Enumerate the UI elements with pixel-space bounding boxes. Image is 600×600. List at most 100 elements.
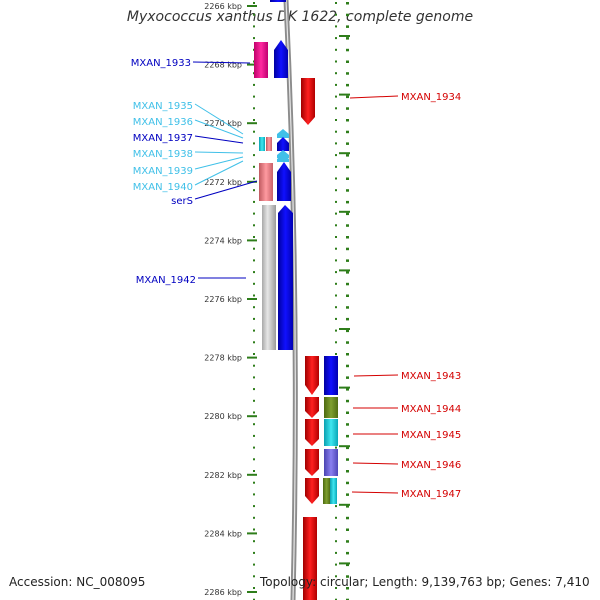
track-dot <box>335 25 337 28</box>
track-dot <box>346 282 349 286</box>
track-dot <box>346 48 349 52</box>
ruler: 2266 kbp 2268 kbp 2270 kbp 2272 kbp 2274 kbp… <box>204 2 257 597</box>
track-dot <box>253 470 255 472</box>
gene-mxan-1947-arrow[interactable] <box>305 478 319 504</box>
gene-label-left[interactable]: serS <box>171 196 193 207</box>
track-dot <box>346 165 349 169</box>
track-dot <box>335 154 337 157</box>
gene-mxan-1933-arrow[interactable] <box>274 40 288 78</box>
ruler-tick-label: 2274 kbp <box>204 236 242 245</box>
gene-mxan-1946-arrow[interactable] <box>305 449 319 476</box>
track-dot <box>346 364 349 368</box>
gene-mxan-1933-feature[interactable] <box>254 42 268 78</box>
track-dot <box>253 83 255 86</box>
track-dot <box>346 271 349 274</box>
gene-label-left[interactable]: MXAN_1939 <box>133 166 193 177</box>
track-dot <box>335 107 337 110</box>
track-dot <box>346 189 349 192</box>
track-dot <box>346 306 349 309</box>
gene-label-left[interactable]: MXAN_1938 <box>133 149 193 160</box>
track-dot <box>253 399 255 402</box>
gene-label-left[interactable]: MXAN_1936 <box>133 117 193 128</box>
track-dot <box>346 107 349 110</box>
gene-label-left[interactable]: MXAN_1933 <box>131 58 191 69</box>
track-dot <box>346 376 349 379</box>
gene-mxan-1946-feature[interactable] <box>324 449 338 476</box>
track-dot <box>346 142 349 145</box>
gene-label-left[interactable]: MXAN_1942 <box>136 275 196 286</box>
track-dot <box>253 353 255 355</box>
track-dot <box>346 551 349 555</box>
gene-mxan-1942-feature[interactable] <box>262 205 276 350</box>
track-dot <box>346 95 349 99</box>
track-dot <box>335 528 337 531</box>
gene-bottom-partial[interactable] <box>303 517 317 600</box>
ruler-tick-label: 2270 kbp <box>204 119 242 128</box>
track-dot <box>253 575 255 578</box>
track-dot <box>346 434 349 438</box>
track-dot <box>346 563 349 567</box>
gene-label-right[interactable]: MXAN_1946 <box>401 460 461 471</box>
track-dot <box>335 2 337 4</box>
track-dot <box>335 212 337 215</box>
gene-mxan-1943-feature[interactable] <box>324 356 338 395</box>
gene-mxan-1934-arrow[interactable] <box>301 78 315 125</box>
gene-label-right[interactable]: MXAN_1945 <box>401 430 461 441</box>
gene-label-right[interactable]: MXAN_1947 <box>401 489 461 500</box>
track-dot <box>346 60 349 63</box>
gene-label-left[interactable]: MXAN_1935 <box>133 101 193 112</box>
gene-mxan-1945-arrow[interactable] <box>305 419 319 446</box>
track-dot <box>253 341 255 344</box>
left-label-leader <box>194 151 244 154</box>
track-dot <box>253 294 255 297</box>
ruler-tick-label: 2268 kbp <box>204 61 242 70</box>
gene-sers-arrow[interactable] <box>277 162 291 201</box>
gene-mxan-1937-arrow[interactable] <box>277 137 289 151</box>
gene-top-partial[interactable] <box>270 0 286 2</box>
left-label-leader <box>194 103 244 135</box>
track-dot <box>253 25 255 28</box>
track-dot <box>253 423 255 426</box>
gene-mxan-1937-feature[interactable] <box>259 137 265 151</box>
track-dot <box>346 411 349 414</box>
gene-mxan-1942-arrow[interactable] <box>278 205 293 350</box>
track-dot <box>253 165 255 168</box>
track-dot <box>253 107 255 110</box>
gene-label-right[interactable]: MXAN_1944 <box>401 404 461 415</box>
track-dot <box>346 177 349 180</box>
gene-mxan-1938-feature[interactable] <box>266 137 272 151</box>
track-dot <box>253 317 255 320</box>
track-dot <box>253 259 255 262</box>
gene-mxan-1943-arrow[interactable] <box>305 356 319 395</box>
track-dot <box>335 119 337 121</box>
track-dot <box>346 200 349 204</box>
gene-label-right[interactable]: MXAN_1943 <box>401 371 461 382</box>
gene-mxan-1947-feature-cyan[interactable] <box>330 478 337 504</box>
track-dot <box>253 528 255 531</box>
gene-mxan-1940-arrow[interactable] <box>277 154 289 162</box>
right-label-leader <box>351 491 399 494</box>
track-dot <box>346 329 349 333</box>
gene-label-left[interactable]: MXAN_1937 <box>133 133 193 144</box>
track-dot <box>335 236 337 238</box>
track-dot <box>335 271 337 274</box>
track-dot <box>346 493 349 496</box>
track-dot <box>253 177 255 180</box>
gene-mxan-1945-feature[interactable] <box>324 419 338 446</box>
track-dot <box>253 130 255 133</box>
gene-mxan-1944-arrow[interactable] <box>305 397 319 418</box>
track-dot <box>335 72 337 75</box>
track-dot <box>346 294 349 297</box>
track-dot <box>346 130 349 134</box>
gene-mxan-1936-arrow[interactable] <box>277 129 289 138</box>
track-dot <box>346 13 349 17</box>
track-dot <box>335 60 337 63</box>
track-dot <box>253 95 255 98</box>
track-dot <box>346 470 349 473</box>
gene-mxan-1947-feature-olive[interactable] <box>323 478 330 504</box>
gene-label-right[interactable]: MXAN_1934 <box>401 92 461 103</box>
gene-mxan-1944-feature[interactable] <box>324 397 338 418</box>
gene-label-left[interactable]: MXAN_1940 <box>133 182 193 193</box>
track-dot <box>335 247 337 250</box>
gene-sers-feature[interactable] <box>259 163 273 201</box>
